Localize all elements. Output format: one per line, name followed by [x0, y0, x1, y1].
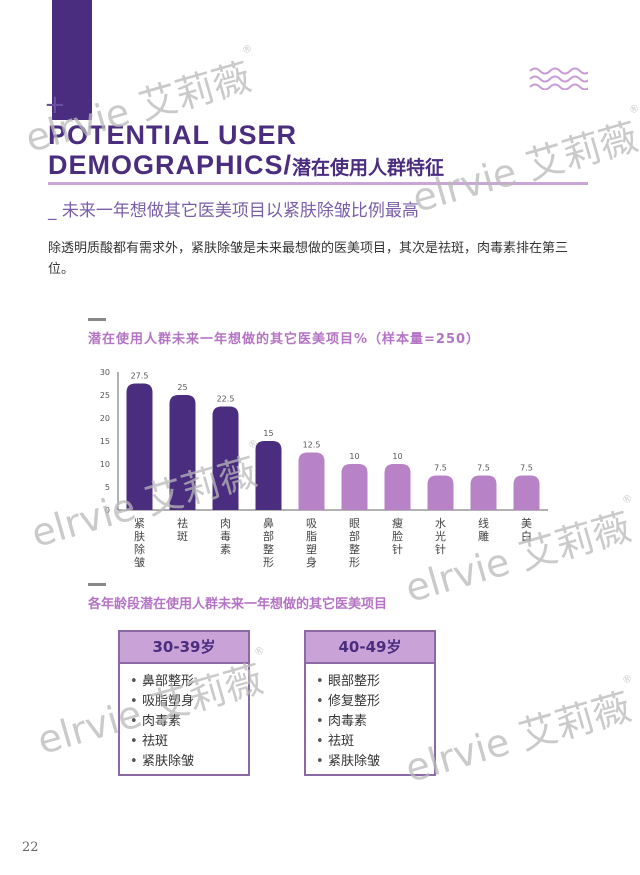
- list-item: 祛斑: [316, 732, 434, 752]
- chart-dash-marker: [88, 318, 106, 321]
- x-tick-label: 针: [435, 542, 446, 556]
- page-title-en: DEMOGRAPHICS/: [48, 150, 293, 180]
- wave-decoration-icon: [529, 67, 588, 90]
- x-tick-label: 脸: [392, 529, 403, 543]
- x-tick-label: 整: [263, 542, 274, 556]
- x-tick-label: 鼻: [263, 516, 274, 530]
- x-tick-label: 线: [478, 516, 489, 530]
- age-card-label: 30-39岁: [120, 632, 248, 664]
- x-tick-label: 紧: [134, 517, 145, 530]
- title-divider: [48, 182, 588, 185]
- y-tick-label: 0: [105, 506, 110, 515]
- header-color-bar: [52, 0, 92, 120]
- list-item: 修复整形: [316, 692, 434, 712]
- x-tick-label: 吸: [306, 517, 317, 530]
- x-tick-label: 眼: [349, 517, 360, 530]
- x-tick-label: 部: [349, 529, 360, 543]
- bar-5: [341, 464, 368, 510]
- x-tick-label: 斑: [177, 530, 188, 543]
- x-tick-label: 瘦: [392, 516, 403, 530]
- list-item: 吸脂塑身: [130, 692, 248, 712]
- bar-value-label: 10: [392, 452, 402, 461]
- page-title-line2: DEMOGRAPHICS/潜在使用人群特征: [48, 150, 444, 181]
- bar-0: [126, 383, 153, 510]
- bar-value-label: 7.5: [520, 464, 533, 473]
- y-tick-label: 5: [105, 483, 110, 492]
- x-tick-label: 雕: [478, 529, 489, 543]
- bar-value-label: 7.5: [434, 464, 447, 473]
- x-tick-label: 针: [392, 542, 403, 556]
- bar-3: [255, 441, 282, 510]
- plus-decoration-icon: +: [44, 90, 66, 120]
- x-tick-label: 肉: [220, 517, 231, 530]
- x-tick-label: 光: [435, 529, 446, 543]
- x-tick-label: 整: [349, 542, 360, 556]
- page-number: 22: [22, 840, 39, 855]
- page-title-line1: POTENTIAL USER: [48, 120, 298, 150]
- age-card-list: 鼻部整形 吸脂塑身 肉毒素 祛斑 紧肤除皱: [120, 672, 248, 772]
- chart-title: 潜在使用人群未来一年想做的其它医美项目%（样本量=250）: [88, 332, 481, 347]
- x-tick-label: 白: [521, 529, 532, 543]
- x-tick-label: 形: [349, 556, 360, 569]
- bar-value-label: 15: [263, 429, 273, 438]
- x-tick-label: 水: [435, 517, 446, 530]
- list-item: 紧肤除皱: [130, 752, 248, 772]
- page-title-cn: 潜在使用人群特征: [292, 158, 445, 179]
- bar-7: [427, 475, 454, 510]
- bar-8: [470, 475, 497, 510]
- intro-paragraph: 除透明质酸都有需求外，紧肤除皱是未来最想做的医美项目，其次是祛斑，肉毒素排在第三…: [48, 241, 569, 277]
- x-tick-label: 祛: [177, 516, 188, 530]
- bar-1: [169, 395, 196, 510]
- bar-4: [298, 452, 325, 510]
- y-tick-label: 15: [100, 437, 110, 446]
- y-tick-label: 20: [100, 414, 110, 423]
- list-item: 眼部整形: [316, 672, 434, 692]
- x-tick-label: 素: [220, 543, 231, 556]
- y-tick-label: 10: [100, 460, 110, 469]
- x-tick-label: 美: [521, 517, 532, 530]
- bar-6: [384, 464, 411, 510]
- x-tick-label: 除: [134, 542, 145, 556]
- list-item: 紧肤除皱: [316, 752, 434, 772]
- x-tick-label: 形: [263, 556, 274, 569]
- x-tick-label: 毒: [220, 530, 231, 543]
- list-item: 鼻部整形: [130, 672, 248, 692]
- x-tick-label: 肤: [134, 529, 145, 543]
- bar-value-label: 22.5: [217, 395, 235, 404]
- age-card-list: 眼部整形 修复整形 肉毒素 祛斑 紧肤除皱: [306, 672, 434, 772]
- bar-9: [513, 475, 540, 510]
- bar-value-label: 25: [177, 383, 187, 392]
- bar-value-label: 27.5: [131, 372, 149, 381]
- y-tick-label: 30: [100, 368, 110, 377]
- section-subtitle: _ 未来一年想做其它医美项目以紧肤除皱比例最高: [48, 201, 419, 221]
- bar-value-label: 10: [349, 452, 359, 461]
- age-section-title: 各年龄段潜在使用人群未来一年想做的其它医美项目: [88, 597, 388, 612]
- list-item: 肉毒素: [316, 712, 434, 732]
- y-tick-label: 25: [100, 391, 110, 400]
- list-item: 肉毒素: [130, 712, 248, 732]
- x-tick-label: 脂: [306, 529, 317, 543]
- bar-value-label: 7.5: [477, 464, 490, 473]
- age-dash-marker: [88, 583, 106, 586]
- age-card-30-39: 30-39岁 鼻部整形 吸脂塑身 肉毒素 祛斑 紧肤除皱: [118, 630, 250, 776]
- bar-value-label: 12.5: [303, 441, 321, 450]
- x-tick-label: 塑: [306, 542, 317, 556]
- age-card-40-49: 40-49岁 眼部整形 修复整形 肉毒素 祛斑 紧肤除皱: [304, 630, 436, 776]
- bar-2: [212, 406, 239, 510]
- list-item: 祛斑: [130, 732, 248, 752]
- x-tick-label: 身: [306, 555, 317, 569]
- x-tick-label: 皱: [134, 556, 145, 569]
- x-tick-label: 部: [263, 529, 274, 543]
- age-card-label: 40-49岁: [306, 632, 434, 664]
